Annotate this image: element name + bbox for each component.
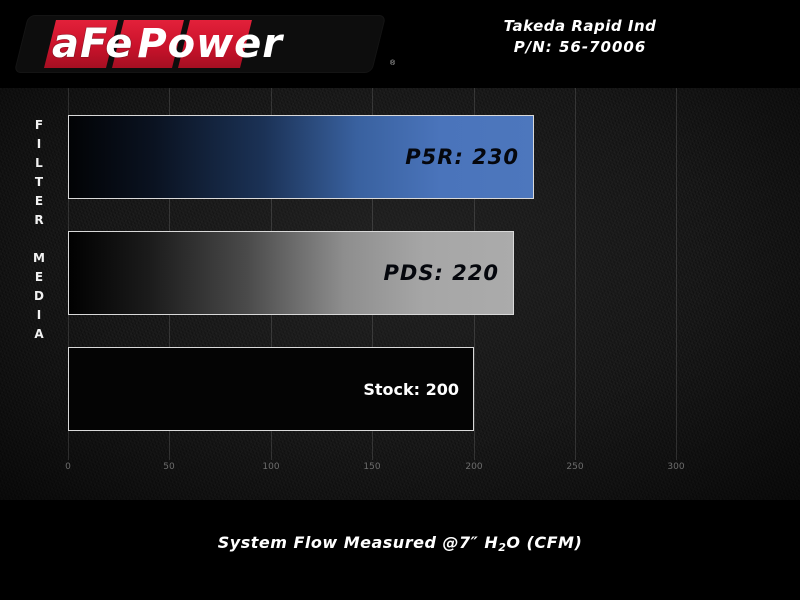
afe-power-logo: aFe Power ® [15, 12, 395, 76]
gridline-300 [676, 88, 677, 460]
bar-value-label: PDS: 220 [383, 261, 499, 285]
caption-pre: System Flow Measured @7″ H [217, 533, 499, 552]
caption-subscript: 2 [498, 541, 507, 554]
caption-post: O (CFM) [506, 533, 583, 552]
bar-value-label: P5R: 230 [405, 145, 519, 169]
footer-bar: System Flow Measured @7″ H2O (CFM) [0, 500, 800, 600]
logo-text-afe: aFe [52, 21, 134, 67]
gridline-250 [575, 88, 576, 460]
chart-plot-area: P5R: 230 PDS: 220 Stock: 200 0 50 100 150 200 2… [0, 88, 800, 500]
y-axis-label: FILTER MEDIA [32, 118, 46, 346]
product-name: Takeda Rapid Ind [503, 17, 657, 35]
x-tick-label: 250 [566, 462, 584, 472]
logo-wordmark: aFe Power [52, 20, 283, 68]
x-tick-label: 0 [65, 462, 71, 472]
bar-stock[interactable]: Stock: 200 [68, 347, 474, 431]
x-tick-label: 200 [465, 462, 483, 472]
x-tick-label: 300 [667, 462, 685, 472]
product-part-number: P/N: 56-70006 [513, 38, 647, 56]
x-tick-label: 50 [163, 462, 175, 472]
logo-text-power: Power [137, 21, 283, 67]
bar-p5r[interactable]: P5R: 230 [68, 115, 534, 199]
x-tick-label: 100 [262, 462, 280, 472]
registered-trademark-icon: ® [390, 60, 396, 67]
bar-pds[interactable]: PDS: 220 [68, 231, 514, 315]
x-tick-label: 150 [363, 462, 381, 472]
bar-value-label: Stock: 200 [363, 379, 459, 399]
header-bar: aFe Power ® Takeda Rapid Ind P/N: 56-7000… [0, 0, 800, 88]
x-axis-caption: System Flow Measured @7″ H2O (CFM) [0, 533, 800, 554]
product-title: Takeda Rapid Ind P/N: 56-70006 [430, 16, 730, 58]
